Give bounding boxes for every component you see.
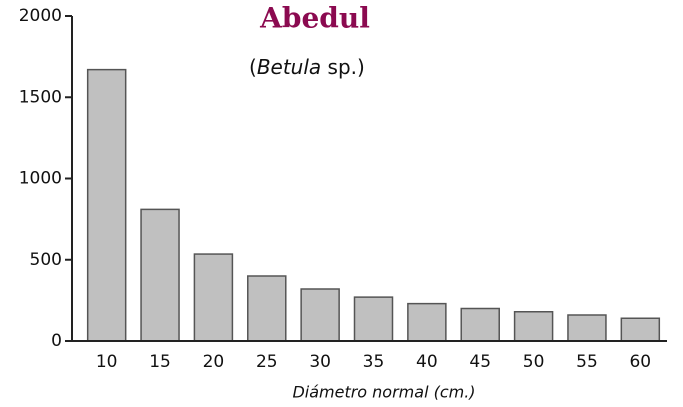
- bar: [193, 253, 234, 342]
- x-tick-label: 35: [363, 352, 385, 372]
- bar: [513, 311, 554, 342]
- bar: [460, 307, 500, 342]
- x-tick-label: 60: [629, 352, 651, 372]
- bar: [140, 208, 180, 342]
- bar: [353, 296, 394, 342]
- x-tick-label: 15: [149, 352, 171, 372]
- bar: [86, 68, 127, 342]
- x-tick-label: 10: [96, 352, 118, 372]
- bar: [620, 317, 661, 342]
- subtitle-part: sp.): [321, 55, 365, 79]
- y-tick-label: 0: [51, 331, 62, 351]
- subtitle-part: Betula: [257, 55, 321, 79]
- x-tick-label: 40: [416, 352, 438, 372]
- x-tick-label: 25: [256, 352, 278, 372]
- x-tick-label: 50: [523, 352, 545, 372]
- bar: [567, 314, 607, 342]
- x-tick-label: 20: [203, 352, 225, 372]
- subtitle-part: (: [249, 55, 257, 79]
- x-tick-label: 45: [469, 352, 491, 372]
- x-axis-label: Diámetro normal (cm.): [292, 383, 475, 402]
- x-tick-label: 30: [309, 352, 331, 372]
- y-tick-label: 2000: [19, 6, 62, 26]
- y-tick-label: 1500: [19, 87, 62, 107]
- y-tick-label: 1000: [19, 169, 62, 189]
- bar: [247, 275, 287, 342]
- bar: [407, 302, 447, 342]
- x-tick-label: 55: [576, 352, 598, 372]
- bar: [300, 288, 340, 342]
- chart-title: Abedul: [259, 2, 370, 35]
- y-tick-label: 500: [30, 250, 62, 270]
- chart-subtitle: (Betula sp.): [249, 55, 365, 79]
